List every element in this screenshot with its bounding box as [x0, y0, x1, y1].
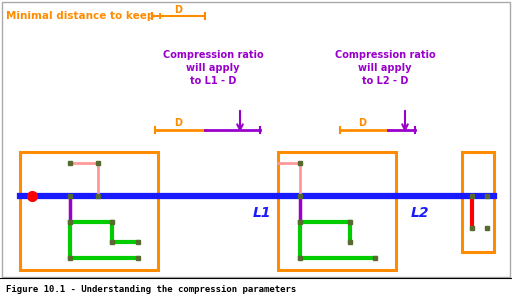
Text: D: D [358, 118, 366, 128]
Text: Figure 10.1 - Understanding the compression parameters: Figure 10.1 - Understanding the compress… [6, 286, 296, 294]
Text: Minimal distance to keep :: Minimal distance to keep : [6, 11, 166, 21]
Bar [2, 2, 510, 277]
Text: Compression ratio
will apply
to L1 - D: Compression ratio will apply to L1 - D [163, 50, 263, 86]
Text: D: D [174, 118, 182, 128]
Bar [20, 152, 158, 270]
Text: L1: L1 [253, 206, 271, 220]
Bar [462, 152, 494, 252]
Bar [278, 152, 396, 270]
Text: L2: L2 [411, 206, 429, 220]
Text: Compression ratio
will apply
to L2 - D: Compression ratio will apply to L2 - D [335, 50, 435, 86]
Text: D: D [175, 5, 182, 15]
